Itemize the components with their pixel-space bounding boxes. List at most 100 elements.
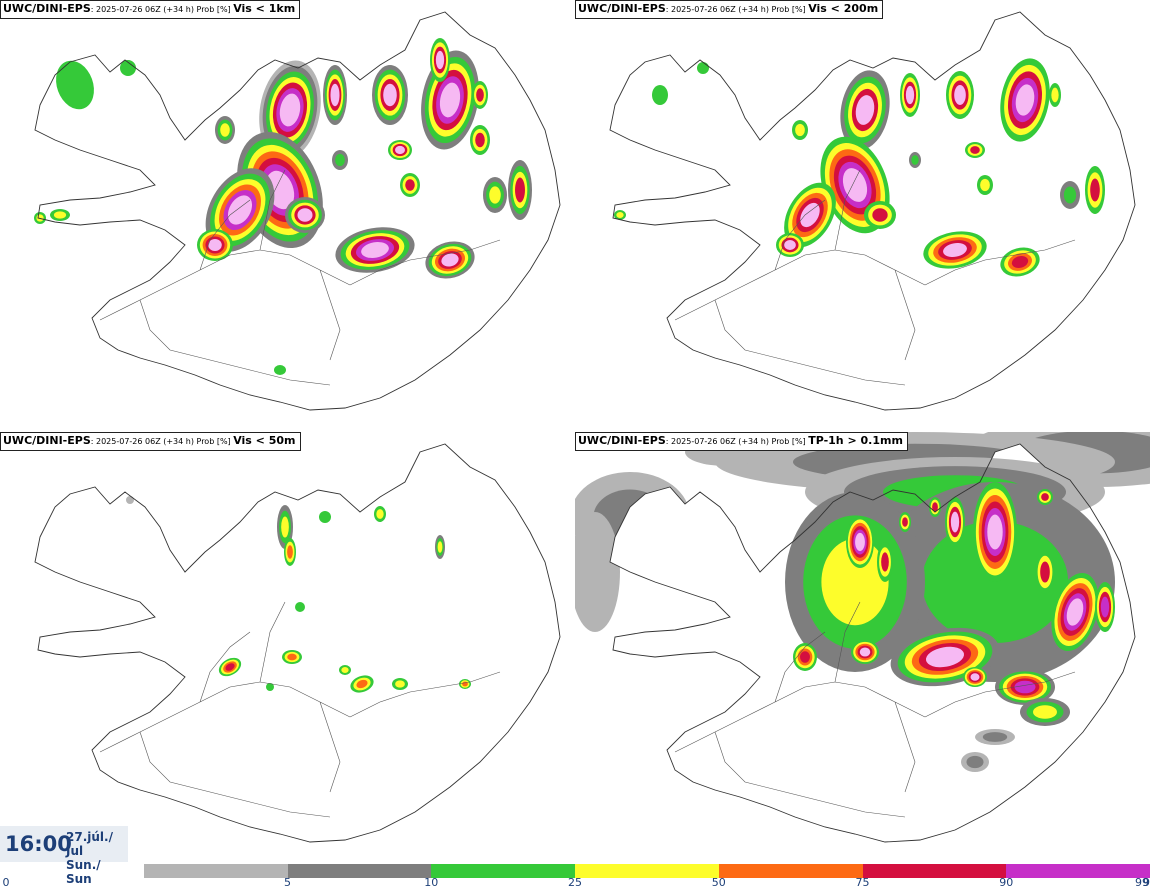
probability-blob xyxy=(890,627,1000,687)
probability-map xyxy=(575,432,1150,843)
probability-blob xyxy=(1035,550,1055,594)
probability-blob xyxy=(784,182,836,248)
probability-map xyxy=(34,11,561,411)
variable-name: Vis < 50m xyxy=(233,434,296,447)
probability-blob xyxy=(1051,572,1099,652)
run-info: : 2025-07-26 06Z (+34 h) Prob [%] xyxy=(665,5,809,14)
run-info: : 2025-07-26 06Z (+34 h) Prob [%] xyxy=(90,437,234,446)
probability-blob xyxy=(961,752,989,772)
road-network xyxy=(674,601,1076,818)
coastline xyxy=(34,443,561,843)
probability-blob xyxy=(259,60,321,160)
probability-blob xyxy=(792,120,808,140)
probability-blob xyxy=(319,511,331,523)
panel-title: UWC/DINI-EPS: 2025-07-26 06Z (+34 h) Pro… xyxy=(0,432,301,451)
probability-blob xyxy=(963,667,987,687)
probability-blob xyxy=(1049,83,1061,107)
probability-blob xyxy=(332,150,348,170)
probability-blob xyxy=(975,729,1015,745)
panel-title: UWC/DINI-EPS: 2025-07-26 06Z (+34 h) Pro… xyxy=(575,432,908,451)
legend-tick-label: 90 xyxy=(999,876,1014,889)
probability-blob xyxy=(793,643,817,671)
probability-blob xyxy=(1095,582,1115,632)
legend-tick-label: 0 xyxy=(2,876,10,889)
legend-tick-label: 10 xyxy=(424,876,439,889)
model-name: UWC/DINI-EPS xyxy=(578,2,666,15)
probability-blob xyxy=(614,210,626,220)
model-name: UWC/DINI-EPS xyxy=(578,434,666,447)
probability-blob xyxy=(776,233,804,257)
probability-blob xyxy=(215,116,235,144)
probability-blob xyxy=(372,65,408,125)
road-network xyxy=(99,601,501,818)
probability-blob xyxy=(977,175,993,195)
probability-blob xyxy=(323,65,347,125)
legend-tick-label: 95 xyxy=(1143,876,1150,889)
legend-swatch xyxy=(431,864,575,878)
model-name: UWC/DINI-EPS xyxy=(3,2,91,15)
valid-date-line2: Sun./ Sun xyxy=(66,858,101,886)
panel-title: UWC/DINI-EPS: 2025-07-26 06Z (+34 h) Pro… xyxy=(0,0,301,19)
model-name: UWC/DINI-EPS xyxy=(3,434,91,447)
probability-blob xyxy=(851,640,879,664)
probability-blob xyxy=(295,602,305,612)
probability-blob xyxy=(877,542,893,582)
probability-blob xyxy=(472,81,488,109)
probability-blob xyxy=(899,512,911,532)
coastline xyxy=(609,443,1136,843)
color-legend: 0 5 10 25 50 75 90 9599 xyxy=(0,862,1150,891)
probability-blob xyxy=(1000,58,1050,142)
run-info: : 2025-07-26 06Z (+34 h) Prob [%] xyxy=(90,5,234,14)
probability-blob xyxy=(218,657,242,677)
probability-blob xyxy=(909,152,921,168)
legend-swatch xyxy=(575,864,719,878)
probability-blob xyxy=(430,38,450,82)
probability-blob xyxy=(274,365,286,375)
probability-blob xyxy=(335,227,415,273)
road-network xyxy=(674,169,1076,386)
probability-blob xyxy=(126,496,134,504)
map-panel-vis-50m: UWC/DINI-EPS: 2025-07-26 06Z (+34 h) Pro… xyxy=(0,432,575,864)
coastline xyxy=(609,11,1136,411)
probability-blob xyxy=(652,85,668,105)
run-info: : 2025-07-26 06Z (+34 h) Prob [%] xyxy=(665,437,809,446)
probability-blob xyxy=(120,60,136,76)
legend-swatch xyxy=(862,864,1007,878)
variable-name: Vis < 1km xyxy=(233,2,296,15)
panel-title: UWC/DINI-EPS: 2025-07-26 06Z (+34 h) Pro… xyxy=(575,0,884,19)
probability-blob xyxy=(339,665,351,675)
probability-blob xyxy=(56,60,94,110)
probability-blob xyxy=(266,683,274,691)
probability-blob xyxy=(929,497,941,517)
probability-blob xyxy=(1085,166,1105,214)
probability-blob xyxy=(973,482,1017,582)
probability-blob xyxy=(923,231,987,269)
probability-blob xyxy=(470,125,490,155)
probability-blob xyxy=(400,173,420,197)
map-panel-tp-1h: UWC/DINI-EPS: 2025-07-26 06Z (+34 h) Pro… xyxy=(575,432,1150,864)
map-panel-vis-200m: UWC/DINI-EPS: 2025-07-26 06Z (+34 h) Pro… xyxy=(575,0,1150,432)
legend-tick-label: 99 xyxy=(1135,876,1149,889)
probability-blob xyxy=(285,197,325,233)
legend-swatch xyxy=(1006,864,1150,878)
valid-time-box: 16:00 27.júl./ Jul Sun./ Sun xyxy=(0,826,128,886)
probability-blob xyxy=(50,209,70,221)
probability-blob xyxy=(945,497,965,547)
coastline xyxy=(34,11,561,411)
probability-map xyxy=(609,11,1136,411)
probability-blob xyxy=(1000,247,1040,277)
probability-blob xyxy=(374,506,386,522)
probability-blob xyxy=(995,669,1055,705)
probability-blob xyxy=(965,142,985,158)
legend-swatch xyxy=(287,864,432,878)
probability-blob xyxy=(392,678,408,690)
valid-time: 16:00 xyxy=(5,832,72,856)
probability-blob xyxy=(900,73,920,117)
probability-blob xyxy=(282,650,302,664)
probability-blob xyxy=(946,71,974,119)
valid-date: 27.júl./ Jul Sun./ Sun xyxy=(66,830,128,886)
probability-blob xyxy=(483,177,507,213)
valid-date-line1: 27.júl./ Jul xyxy=(66,830,113,858)
probability-blob xyxy=(197,229,233,261)
probability-blob xyxy=(840,70,890,150)
